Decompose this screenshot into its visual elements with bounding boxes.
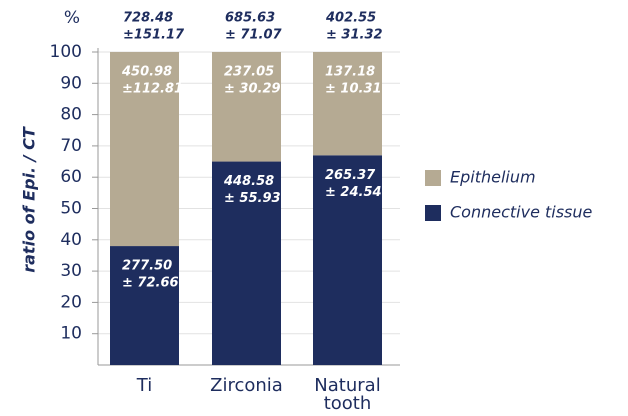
bar-segment	[313, 155, 382, 365]
bar-annotation: ± 72.66	[122, 276, 179, 291]
legend-label: Epithelium	[450, 168, 536, 187]
y-tick-label: 60	[60, 167, 82, 187]
y-tick-label: 90	[60, 73, 82, 93]
bar-annotation: 265.37	[325, 168, 376, 183]
x-tick-label: Zirconia	[210, 375, 283, 396]
y-tick-label: 50	[60, 199, 82, 219]
legend-label: Connective tissue	[450, 203, 593, 222]
y-tick-label: 10	[60, 324, 82, 344]
y-tick-label: 40	[60, 230, 82, 250]
y-tick-label: 70	[60, 136, 82, 156]
bar-annotation: 137.18	[325, 65, 375, 80]
bar-annotation: 237.05	[224, 65, 274, 80]
bar-annotation: 450.98	[121, 65, 172, 80]
bar-annotation: 277.50	[122, 259, 172, 274]
legend-swatch	[425, 205, 441, 221]
total-annotation: 402.55	[325, 11, 376, 26]
bar-segment	[212, 52, 281, 162]
total-annotation: 685.63	[225, 11, 275, 26]
bar-annotation: ± 10.31	[325, 82, 382, 97]
legend-swatch	[425, 170, 441, 186]
unit-label: %	[64, 8, 80, 28]
bar-annotation: ± 30.29	[224, 82, 281, 97]
x-tick-label: Ti	[136, 375, 153, 396]
y-tick-label: 20	[60, 292, 82, 312]
bar-annotation: ± 55.93	[224, 191, 281, 206]
y-axis-label: ratio of Epi. / CT	[20, 126, 39, 273]
bar-annotation: ±112.81	[122, 82, 183, 97]
bar-segment	[212, 161, 281, 365]
bar-annotation: 448.58	[223, 174, 274, 189]
total-annotation: ±151.17	[123, 28, 185, 43]
y-tick-label: 30	[60, 261, 82, 281]
y-tick-label: 100	[50, 42, 82, 62]
bar-segment	[110, 52, 179, 247]
bar-segment	[313, 52, 382, 156]
bar-segment	[110, 246, 179, 365]
total-annotation: ± 31.32	[326, 28, 383, 43]
total-annotation: ± 71.07	[225, 28, 282, 43]
x-tick-label: Natural tooth	[314, 375, 381, 414]
bar-annotation: ± 24.54	[325, 185, 382, 200]
total-annotation: 728.48	[123, 11, 173, 26]
y-tick-label: 80	[60, 105, 82, 125]
